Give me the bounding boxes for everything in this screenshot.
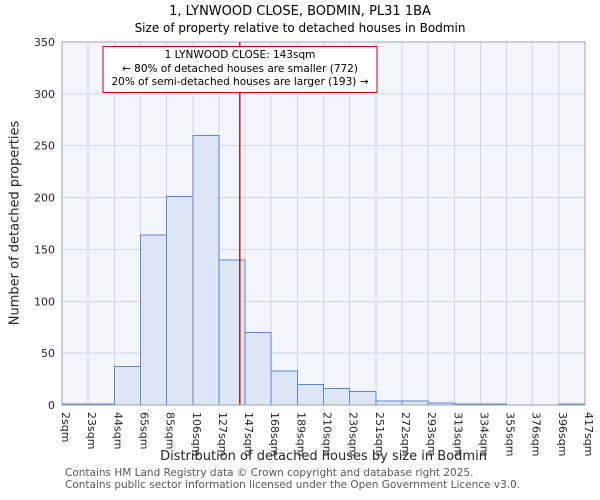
x-tick-label: 417sqm	[582, 412, 595, 456]
x-tick-label: 189sqm	[294, 412, 307, 456]
x-tick-label: 147sqm	[242, 412, 255, 456]
y-tick-label: 0	[48, 399, 55, 412]
histogram-bar	[192, 134, 220, 406]
x-tick-label: 44sqm	[111, 412, 124, 449]
x-tick-label: 127sqm	[216, 412, 229, 456]
x-axis-label: Distribution of detached houses by size …	[160, 449, 487, 464]
y-axis-label: Number of detached properties	[7, 120, 23, 326]
y-tick-label: 150	[34, 243, 55, 256]
x-tick-label: 355sqm	[504, 412, 517, 456]
plot-border	[61, 41, 586, 406]
histogram-bar	[139, 234, 168, 406]
y-tick-label: 200	[34, 192, 55, 205]
x-tick-label: 65sqm	[137, 412, 150, 449]
annotation-box: 1 LYNWOOD CLOSE: 143sqm ← 80% of detache…	[102, 46, 378, 93]
footer-line-2: Contains public sector information licen…	[65, 479, 521, 491]
x-tick-label: 230sqm	[347, 412, 360, 456]
histogram-bar	[218, 259, 246, 406]
histogram-bar	[349, 391, 377, 406]
chart-subtitle: Size of property relative to detached ho…	[134, 21, 466, 35]
histogram-bar	[166, 196, 194, 406]
chart-title: 1, LYNWOOD CLOSE, BODMIN, PL31 1BA	[169, 4, 431, 19]
y-tick-label: 300	[34, 88, 55, 101]
histogram-bar	[270, 370, 298, 406]
x-tick-label: 210sqm	[321, 412, 334, 456]
annotation-line-2: ← 80% of detached houses are smaller (77…	[122, 62, 358, 75]
x-tick-label: 376sqm	[530, 412, 543, 456]
x-tick-label: 396sqm	[556, 412, 569, 456]
x-tick-label: 106sqm	[190, 412, 203, 456]
y-tick-label: 250	[34, 140, 55, 153]
x-tick-label: 272sqm	[399, 412, 412, 456]
plot-area: 2sqm 23sqm 44sqm 65sqm 85sqm 106sqm 127sqm 147s…	[34, 36, 595, 456]
y-tick-label: 50	[41, 347, 55, 360]
histogram-bar	[323, 387, 351, 406]
x-tick-label: 313sqm	[451, 412, 464, 456]
x-tick-label: 293sqm	[425, 412, 438, 456]
x-tick-label: 251sqm	[373, 412, 386, 456]
y-tick-label: 100	[34, 295, 55, 308]
histogram-bar	[375, 400, 403, 406]
histogram-bar	[296, 383, 325, 406]
footer-line-1: Contains HM Land Registry data © Crown c…	[65, 467, 474, 479]
histogram-bar	[244, 331, 272, 406]
x-tick-label: 168sqm	[268, 412, 281, 456]
x-tick-label: 85sqm	[164, 412, 177, 449]
histogram-bar	[113, 366, 141, 406]
annotation-line-1: 1 LYNWOOD CLOSE: 143sqm	[164, 49, 316, 61]
x-tick-label: 334sqm	[477, 412, 490, 456]
x-tick-label: 2sqm	[59, 412, 72, 442]
x-tick-label: 23sqm	[85, 412, 98, 449]
histogram-bar	[401, 400, 429, 406]
y-tick-label: 350	[34, 36, 55, 49]
annotation-line-3: 20% of semi-detached houses are larger (…	[111, 76, 369, 89]
